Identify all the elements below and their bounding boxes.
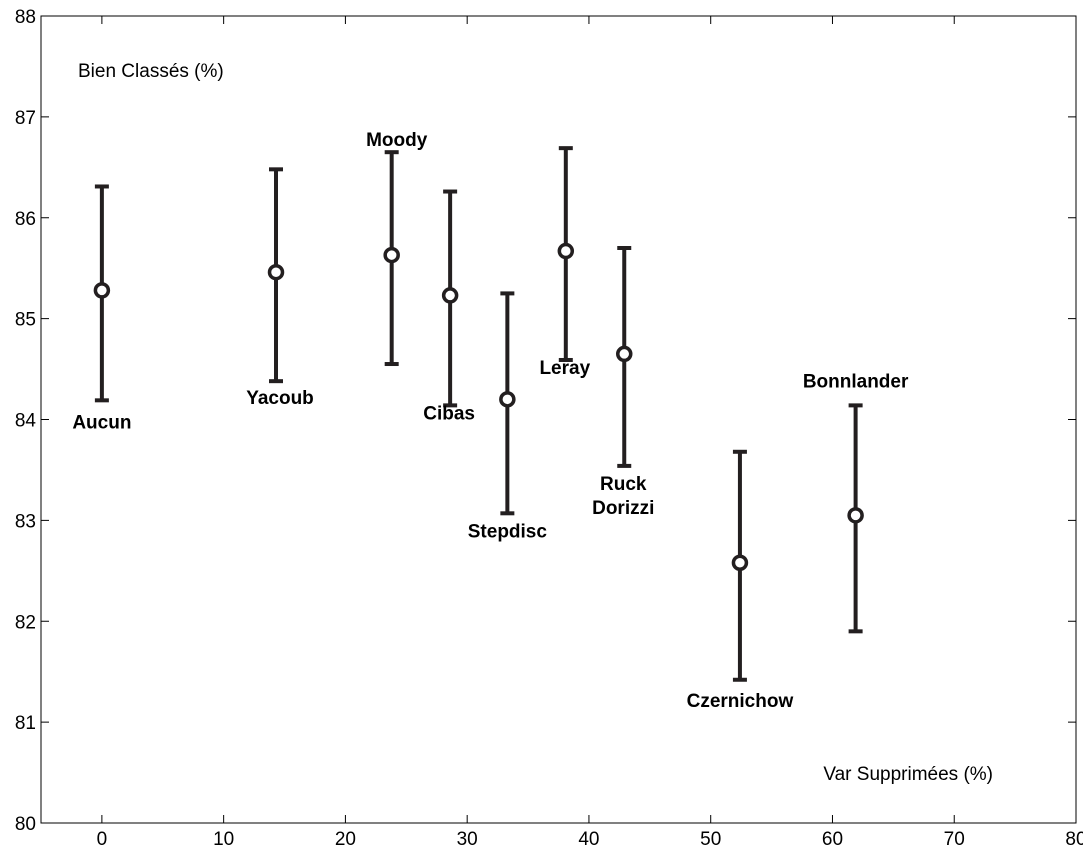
- plot-area: [40, 15, 1077, 824]
- x-axis: 0 10 20 30 40 50 60 70 80: [97, 16, 1083, 850]
- data-marker: [557, 242, 575, 260]
- y-tick-label: 80: [15, 814, 36, 835]
- x-tick-label: 0: [97, 829, 108, 850]
- y-tick-label: 81: [15, 713, 36, 734]
- data-point: Leray: [539, 146, 591, 379]
- data-marker: [93, 282, 111, 299]
- data-marker: [441, 287, 459, 304]
- x-tick-label: 20: [335, 829, 356, 850]
- x-axis-label: Var Supprimées (%): [823, 764, 993, 785]
- y-tick-label: 84: [15, 411, 37, 432]
- point-label: Moody: [366, 130, 428, 151]
- y-tick-label: 87: [15, 108, 36, 129]
- y-axis-label: Bien Classés (%): [78, 61, 224, 82]
- data-point: Czernichow: [687, 449, 794, 712]
- y-tick-label: 85: [15, 310, 36, 331]
- data-point: Yacoub: [246, 167, 314, 409]
- data-marker: [383, 246, 400, 264]
- data-marker: [731, 554, 749, 571]
- series-marks: Aucun Yacoub Moody Cibas Stepdisc Leray Ruck Do…: [72, 130, 909, 712]
- x-tick-label: 10: [213, 829, 234, 850]
- y-tick-label: 86: [15, 209, 36, 230]
- x-tick-label: 70: [944, 829, 965, 850]
- point-label: Yacoub: [246, 388, 314, 409]
- data-point: Cibas: [423, 189, 475, 424]
- data-marker: [267, 263, 285, 281]
- point-label: Dorizzi: [592, 498, 654, 519]
- point-label: Ruck: [600, 474, 647, 495]
- point-label: Cibas: [423, 403, 475, 424]
- x-tick-label: 50: [700, 829, 721, 850]
- data-marker: [499, 391, 516, 408]
- data-point: Ruck Dorizzi: [592, 246, 654, 519]
- x-tick-label: 30: [457, 829, 478, 850]
- y-tick-label: 83: [15, 511, 36, 532]
- y-tick-label: 88: [15, 7, 36, 28]
- data-marker: [847, 507, 864, 524]
- point-label: Bonnlander: [803, 371, 909, 392]
- x-tick-label: 80: [1065, 829, 1083, 850]
- x-tick-label: 60: [822, 829, 843, 850]
- point-label: Leray: [539, 358, 590, 379]
- point-label: Stepdisc: [468, 521, 548, 542]
- y-tick-label: 82: [15, 612, 36, 633]
- data-point: Moody: [366, 130, 428, 367]
- data-point: Aucun: [72, 184, 131, 433]
- data-marker: [616, 345, 633, 363]
- data-point: Stepdisc: [468, 291, 548, 542]
- data-point: Bonnlander: [803, 371, 909, 634]
- x-tick-label: 40: [578, 829, 599, 850]
- point-label: Czernichow: [687, 691, 794, 712]
- y-axis: 80 81 82 83 84 85 86 87 88: [15, 7, 1076, 835]
- point-label: Aucun: [72, 412, 131, 433]
